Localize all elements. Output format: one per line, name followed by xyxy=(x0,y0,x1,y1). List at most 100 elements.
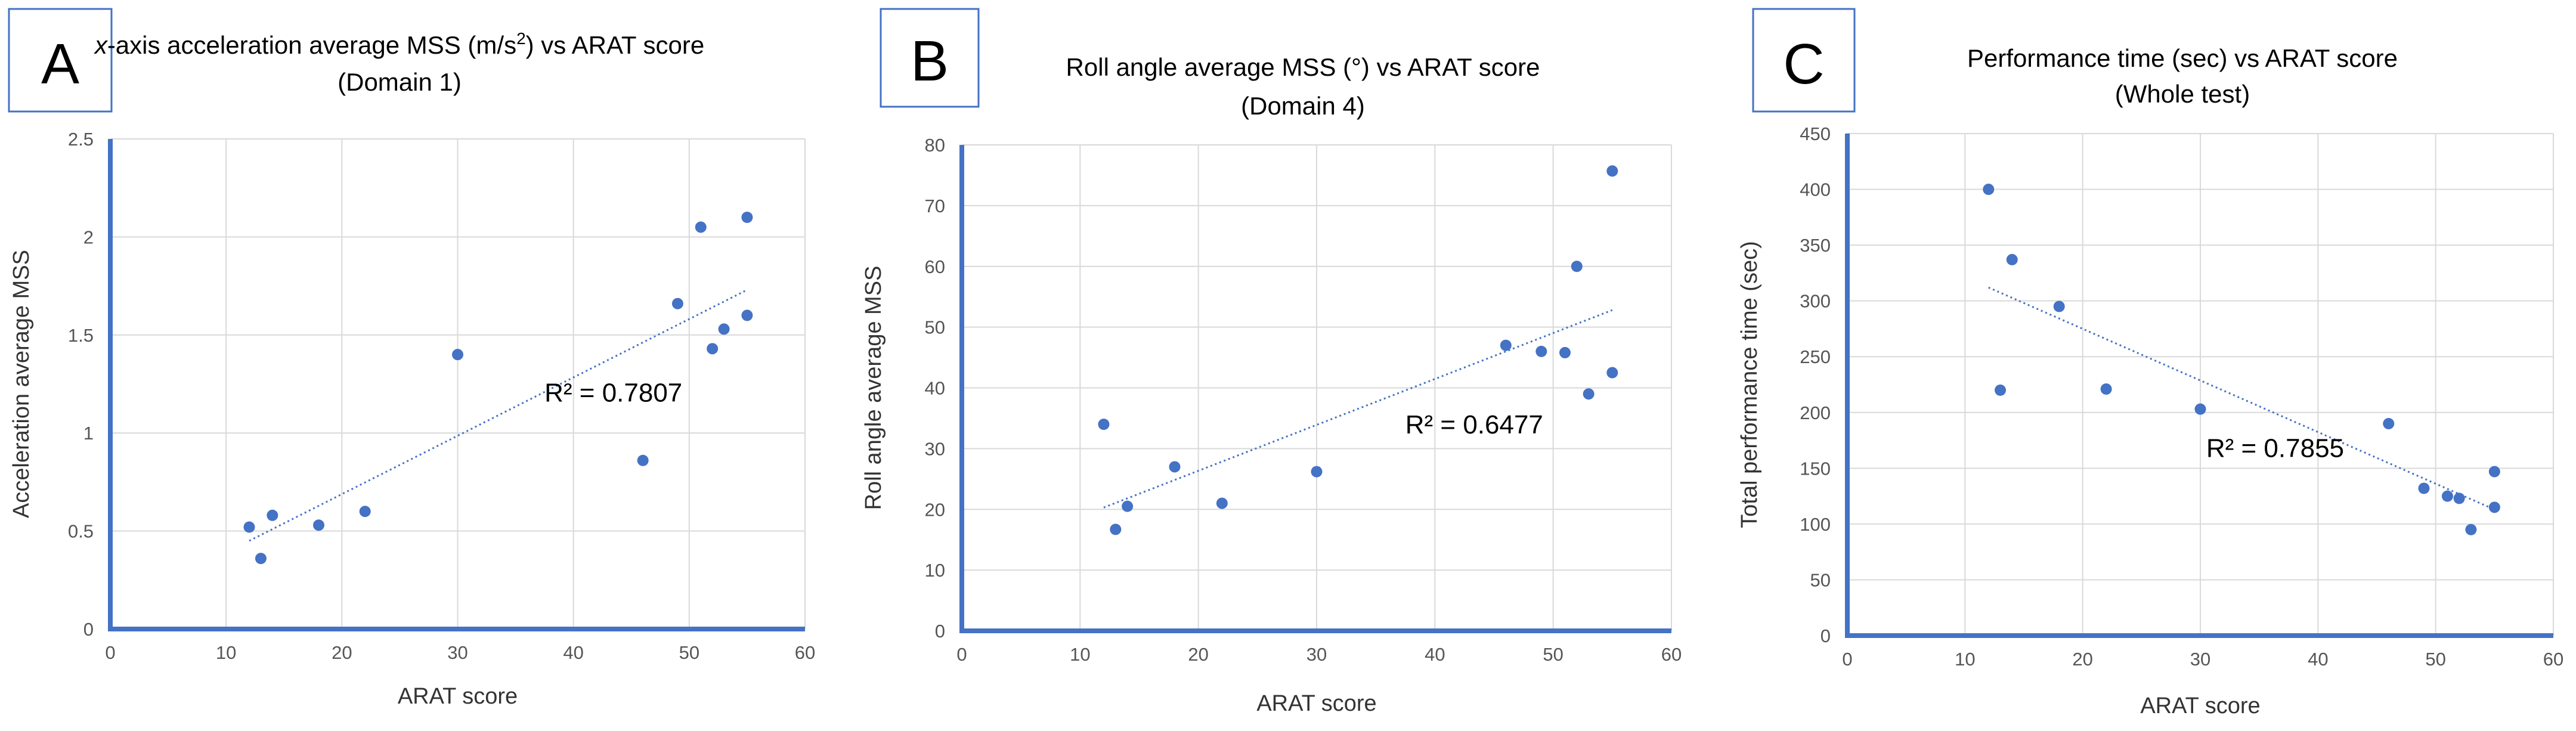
x-tick-label: 40 xyxy=(1425,644,1445,665)
panel-letter-box xyxy=(880,8,980,108)
y-tick-label: 20 xyxy=(925,499,945,520)
y-axis-title: Roll angle average MSS xyxy=(861,266,886,510)
chart-title-part: -axis acceleration average MSS (m/s xyxy=(107,31,516,59)
data-point xyxy=(313,519,324,531)
data-point xyxy=(1500,339,1512,351)
y-tick-label: 0 xyxy=(83,619,94,640)
data-point xyxy=(1110,524,1122,535)
data-point xyxy=(243,521,255,533)
trendline xyxy=(1988,286,2495,510)
r-squared-label: R² = 0.7807 xyxy=(544,379,682,408)
chart-panel-b: B 0 10 20 30 40 50 60 0 10 20 30 40 50 60 70 80 ARAT scor… xyxy=(861,8,1682,716)
trendline xyxy=(1103,309,1613,509)
y-axis-title: Total performance time (sec) xyxy=(1737,241,1762,528)
data-point xyxy=(1169,461,1181,473)
chart-title-part: ) vs ARAT score xyxy=(526,31,705,59)
data-point xyxy=(1122,500,1134,512)
x-tick-label: 40 xyxy=(563,642,583,663)
panel-letter: A xyxy=(41,32,79,96)
data-point xyxy=(2453,493,2465,504)
r-squared-label: R² = 0.6477 xyxy=(1405,410,1543,439)
panel-letter: B xyxy=(911,29,949,93)
panel-letter: C xyxy=(1783,32,1824,96)
x-tick-label: 60 xyxy=(2543,649,2563,670)
data-point xyxy=(2488,501,2500,513)
r-squared-label: R² = 0.7855 xyxy=(2206,434,2344,463)
x-tick-label: 20 xyxy=(332,642,352,663)
y-tick-label: 70 xyxy=(925,196,945,216)
data-point xyxy=(1311,466,1323,478)
chart-title: x-axis acceleration average MSS (m/s2) v… xyxy=(94,29,704,59)
y-tick-label: 10 xyxy=(925,560,945,581)
x-axis-title: ARAT score xyxy=(2140,693,2260,718)
data-point xyxy=(452,349,463,361)
chart-title-superscript: 2 xyxy=(516,29,526,48)
data-point xyxy=(267,509,278,521)
panel-letter-box xyxy=(1752,8,1856,113)
y-tick-label: 200 xyxy=(1800,402,1831,423)
chart-title-italic-part: x xyxy=(94,31,109,59)
y-tick-label: 300 xyxy=(1800,291,1831,312)
data-point xyxy=(2441,490,2453,502)
y-tick-label: 350 xyxy=(1800,235,1831,256)
data-point xyxy=(2488,466,2500,478)
trendline xyxy=(249,289,748,542)
chart-title: Performance time (sec) vs ARAT score xyxy=(1967,44,2398,72)
x-tick-label: 0 xyxy=(956,644,967,665)
data-point xyxy=(671,298,683,309)
data-point xyxy=(707,343,719,355)
panel-letter-box xyxy=(8,8,113,113)
data-point xyxy=(741,212,753,224)
data-point xyxy=(1559,346,1571,358)
y-tick-label: 450 xyxy=(1800,123,1831,144)
x-axis-title: ARAT score xyxy=(1256,691,1376,716)
y-tick-label: 100 xyxy=(1800,514,1831,535)
data-point xyxy=(695,221,707,233)
data-point xyxy=(255,553,267,565)
data-point xyxy=(2465,524,2477,535)
x-tick-label: 30 xyxy=(1306,644,1327,665)
x-tick-label: 10 xyxy=(1955,649,1975,670)
chart-subtitle: (Domain 4) xyxy=(1241,92,1365,120)
y-tick-label: 80 xyxy=(925,135,945,156)
y-tick-label: 50 xyxy=(925,317,945,338)
data-point xyxy=(1606,165,1618,177)
x-tick-label: 50 xyxy=(2425,649,2445,670)
x-tick-label: 10 xyxy=(1070,644,1090,665)
y-tick-label: 1.5 xyxy=(68,325,94,346)
data-point xyxy=(359,506,371,518)
data-point xyxy=(2194,403,2206,415)
data-point xyxy=(1535,345,1547,357)
x-tick-label: 50 xyxy=(679,642,699,663)
x-tick-label: 20 xyxy=(2072,649,2092,670)
y-tick-label: 250 xyxy=(1800,346,1831,367)
y-tick-label: 0 xyxy=(935,621,945,642)
chart-subtitle: (Domain 1) xyxy=(338,68,462,96)
data-point xyxy=(718,323,730,335)
y-tick-label: 60 xyxy=(925,256,945,277)
x-tick-label: 0 xyxy=(105,642,115,663)
data-point xyxy=(741,309,753,321)
y-tick-label: 30 xyxy=(925,438,945,459)
x-tick-label: 60 xyxy=(795,642,815,663)
chart-subtitle: (Whole test) xyxy=(2115,80,2250,108)
x-tick-label: 10 xyxy=(216,642,236,663)
x-tick-label: 30 xyxy=(2190,649,2210,670)
data-point xyxy=(1606,367,1618,379)
y-tick-label: 40 xyxy=(925,378,945,399)
data-point xyxy=(2383,417,2395,429)
chart-panel-a: A 0 10 20 30 40 50 60 0 0.5 1 1.5 2 2.5 ARAT score Acce… xyxy=(8,8,815,709)
y-tick-label: 400 xyxy=(1800,179,1831,200)
y-tick-label: 1 xyxy=(83,423,94,444)
data-point xyxy=(1098,419,1110,430)
x-axis-title: ARAT score xyxy=(398,684,518,709)
y-tick-label: 150 xyxy=(1800,458,1831,479)
data-point xyxy=(637,454,649,466)
data-point xyxy=(2100,383,2112,395)
data-point xyxy=(2053,301,2065,312)
y-tick-label: 50 xyxy=(1810,569,1831,590)
y-tick-label: 0.5 xyxy=(68,521,94,542)
y-axis-title: Acceleration average MSS xyxy=(9,250,34,518)
x-tick-label: 30 xyxy=(447,642,467,663)
x-tick-label: 20 xyxy=(1188,644,1208,665)
